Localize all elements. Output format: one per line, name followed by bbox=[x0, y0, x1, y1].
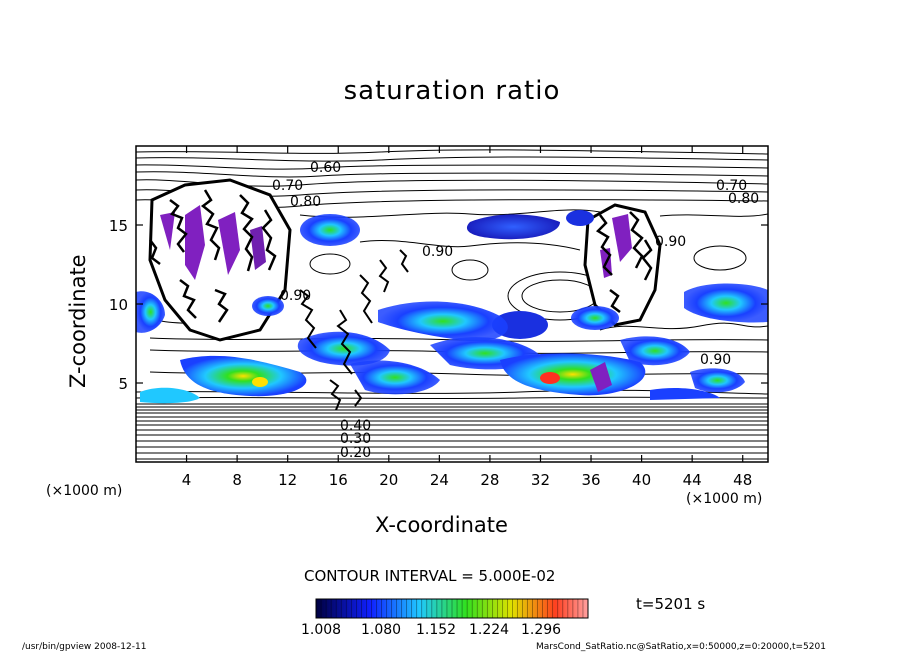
y-tick-label: 10 bbox=[109, 296, 128, 314]
contour-label: 0.90 bbox=[655, 234, 686, 250]
colorbar-tick: 1.080 bbox=[361, 622, 402, 638]
footer-right: MarsCond_SatRatio.nc@SatRatio,x=0:50000,… bbox=[536, 642, 826, 652]
time-label: t=5201 s bbox=[636, 595, 706, 613]
y-tick-label: 5 bbox=[118, 375, 128, 393]
contour-label: 0.40 bbox=[340, 418, 371, 434]
x-tick-label: 12 bbox=[278, 471, 297, 489]
y-tick-label: 15 bbox=[109, 217, 128, 235]
contour-label: 0.60 bbox=[310, 160, 341, 176]
colorbar-tick: 1.296 bbox=[521, 622, 562, 638]
contour-label: 0.70 bbox=[272, 178, 303, 194]
contour-label: 0.30 bbox=[340, 431, 371, 447]
x-tick-label: 28 bbox=[480, 471, 499, 489]
contour-label: 0.90 bbox=[422, 244, 453, 260]
contour-label: 0.70 bbox=[716, 178, 747, 194]
contour-label: 0.20 bbox=[340, 445, 371, 461]
cloud-cluster-left bbox=[148, 178, 292, 342]
x-axis-label: X-coordinate bbox=[375, 513, 508, 537]
x-tick-label: 20 bbox=[379, 471, 398, 489]
colorbar-tick: 1.224 bbox=[469, 622, 510, 638]
x-tick-label: 44 bbox=[683, 471, 702, 489]
x-tick-label: 48 bbox=[733, 471, 752, 489]
supersaturation-regions bbox=[136, 210, 768, 404]
colorbar-tick: 1.152 bbox=[416, 622, 457, 638]
convective-speckle bbox=[299, 249, 409, 411]
y-axis-ticks: 5 10 15 bbox=[109, 217, 768, 393]
footer-left: /usr/bin/gpview 2008-12-11 bbox=[22, 642, 147, 652]
x-tick-label: 16 bbox=[329, 471, 348, 489]
contour-label: 0.80 bbox=[728, 191, 759, 207]
contour-labels: 0.60 0.70 0.80 0.90 0.70 0.80 0.90 0.90 … bbox=[272, 160, 759, 461]
colorbar-tick: 1.008 bbox=[301, 622, 342, 638]
contour-field: 0.60 0.70 0.80 0.90 0.70 0.80 0.90 0.90 … bbox=[136, 149, 768, 461]
contour-interval: CONTOUR INTERVAL = 5.000E-02 bbox=[304, 567, 556, 585]
cloud-cluster-right bbox=[583, 203, 662, 327]
x-tick-label: 36 bbox=[581, 471, 600, 489]
x-tick-label: 4 bbox=[182, 471, 192, 489]
contour-label: 0.80 bbox=[290, 194, 321, 210]
y-axis-unit: (×1000 m) bbox=[46, 483, 123, 499]
x-axis-unit: (×1000 m) bbox=[686, 491, 763, 507]
x-tick-label: 32 bbox=[531, 471, 550, 489]
x-tick-label: 24 bbox=[430, 471, 449, 489]
surface-layer-lines bbox=[136, 403, 768, 460]
contour-label: 0.90 bbox=[280, 288, 311, 304]
colorbar-bins bbox=[320, 599, 584, 618]
chart-title: saturation ratio bbox=[343, 76, 561, 106]
x-tick-label: 40 bbox=[632, 471, 651, 489]
contour-label: 0.90 bbox=[700, 352, 731, 368]
x-tick-label: 8 bbox=[232, 471, 242, 489]
x-axis-ticks: 4 8 12 16 20 24 28 32 36 40 44 48 bbox=[182, 146, 752, 489]
y-axis-label: Z-coordinate bbox=[66, 254, 90, 388]
